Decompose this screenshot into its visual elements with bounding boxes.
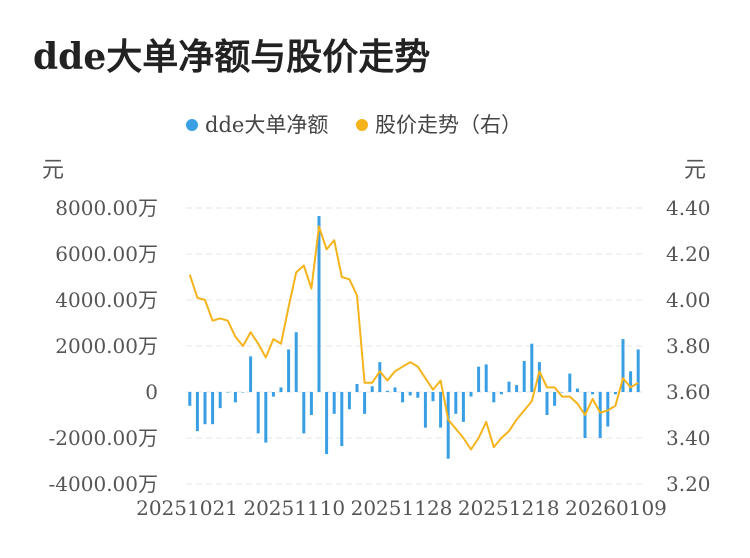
dde-bar bbox=[203, 392, 207, 425]
left-tick-label: -4000.00万 bbox=[49, 472, 158, 496]
dde-bar bbox=[332, 392, 336, 414]
dde-bar bbox=[591, 392, 595, 395]
dde-bar bbox=[378, 362, 382, 392]
gridlines bbox=[186, 207, 642, 485]
dde-bar bbox=[211, 392, 215, 425]
dde-bar bbox=[469, 392, 473, 397]
dde-bar bbox=[363, 392, 367, 414]
dde-bar bbox=[461, 392, 465, 422]
dde-bar bbox=[233, 392, 237, 403]
dde-bar bbox=[507, 381, 511, 392]
dde-bar bbox=[568, 373, 572, 392]
dde-bar bbox=[416, 392, 420, 398]
right-tick-label: 3.20 bbox=[666, 472, 711, 496]
dde-bar bbox=[393, 387, 397, 392]
dde-bar bbox=[598, 392, 602, 438]
dde-bars bbox=[188, 216, 640, 459]
dde-bar bbox=[477, 366, 481, 392]
x-tick-label: 20251021 bbox=[136, 496, 238, 520]
left-tick-label: 0 bbox=[145, 380, 158, 404]
left-tick-label: 6000.00万 bbox=[55, 242, 158, 266]
dde-bar bbox=[249, 356, 253, 392]
legend-marker-dde bbox=[186, 119, 198, 131]
dde-bar bbox=[355, 383, 359, 392]
dde-bar bbox=[325, 392, 329, 455]
dde-bar bbox=[439, 392, 443, 428]
dde-bar bbox=[241, 392, 245, 393]
dde-bar bbox=[560, 392, 564, 393]
dde-bar bbox=[264, 392, 268, 443]
right-tick-label: 3.60 bbox=[666, 380, 711, 404]
dde-bar bbox=[431, 392, 435, 402]
dde-bar bbox=[279, 387, 283, 392]
price-line-path bbox=[188, 225, 639, 451]
right-axis-unit: 元 bbox=[684, 158, 706, 183]
left-axis-ticks: 8000.00万 6000.00万 4000.00万 2000.00万 0 -2000.0… bbox=[49, 196, 158, 496]
dde-bar bbox=[499, 392, 503, 395]
left-tick-label: 2000.00万 bbox=[55, 334, 158, 358]
legend-label-price: 股价走势（右） bbox=[375, 113, 522, 137]
dde-bar bbox=[530, 343, 534, 392]
x-tick-label: 20251110 bbox=[243, 496, 345, 520]
right-tick-label: 3.40 bbox=[666, 426, 711, 450]
right-tick-label: 4.40 bbox=[666, 196, 711, 220]
x-tick-label: 20251218 bbox=[458, 496, 560, 520]
legend: dde大单净额 股价走势（右） bbox=[186, 113, 522, 137]
dde-bar bbox=[492, 392, 496, 403]
dde-bar bbox=[446, 392, 450, 459]
dde-bar bbox=[271, 392, 275, 397]
dde-bar bbox=[256, 392, 260, 434]
dde-bar bbox=[636, 349, 640, 392]
x-tick-label: 20260109 bbox=[565, 496, 667, 520]
dde-bar bbox=[226, 392, 230, 393]
right-tick-label: 3.80 bbox=[666, 334, 711, 358]
right-tick-label: 4.00 bbox=[666, 288, 711, 312]
chart-title: dde大单净额与股价走势 bbox=[33, 36, 430, 78]
dde-bar bbox=[537, 362, 541, 392]
dde-bar bbox=[629, 371, 633, 392]
dde-bar bbox=[340, 392, 344, 447]
x-tick-label: 20251128 bbox=[351, 496, 453, 520]
left-tick-label: 4000.00万 bbox=[55, 288, 158, 312]
dde-bar bbox=[309, 392, 313, 415]
dde-bar bbox=[218, 392, 222, 409]
dde-bar bbox=[522, 360, 526, 392]
dde-bar bbox=[545, 392, 549, 415]
dde-bar bbox=[195, 392, 199, 432]
dde-bar bbox=[575, 388, 579, 392]
legend-label-dde: dde大单净额 bbox=[205, 113, 328, 137]
dde-bar bbox=[385, 390, 389, 392]
price-line bbox=[188, 225, 639, 451]
dde-bar bbox=[613, 392, 617, 395]
dde-bar bbox=[347, 392, 351, 410]
right-tick-label: 4.20 bbox=[666, 242, 711, 266]
left-tick-label: -2000.00万 bbox=[49, 426, 158, 450]
dde-bar bbox=[294, 332, 298, 392]
dde-bar bbox=[484, 364, 488, 392]
dde-bar bbox=[553, 392, 557, 406]
dde-bar bbox=[370, 386, 374, 392]
dde-bar bbox=[454, 392, 458, 414]
dde-bar bbox=[188, 392, 192, 406]
dde-bar bbox=[423, 392, 427, 428]
left-axis-unit: 元 bbox=[42, 158, 64, 183]
dde-bar bbox=[401, 392, 405, 403]
x-axis-ticks: 20251021 20251110 20251128 20251218 20260109 bbox=[136, 496, 667, 520]
dde-bar bbox=[621, 339, 625, 392]
dde-bar bbox=[515, 385, 519, 392]
dde-bar bbox=[302, 392, 306, 434]
dde-bar bbox=[408, 392, 412, 396]
right-axis-ticks: 4.40 4.20 4.00 3.80 3.60 3.40 3.20 bbox=[666, 196, 711, 496]
left-tick-label: 8000.00万 bbox=[55, 196, 158, 220]
dde-bar bbox=[317, 216, 321, 392]
legend-marker-price bbox=[356, 119, 368, 131]
dde-bar bbox=[287, 349, 291, 392]
